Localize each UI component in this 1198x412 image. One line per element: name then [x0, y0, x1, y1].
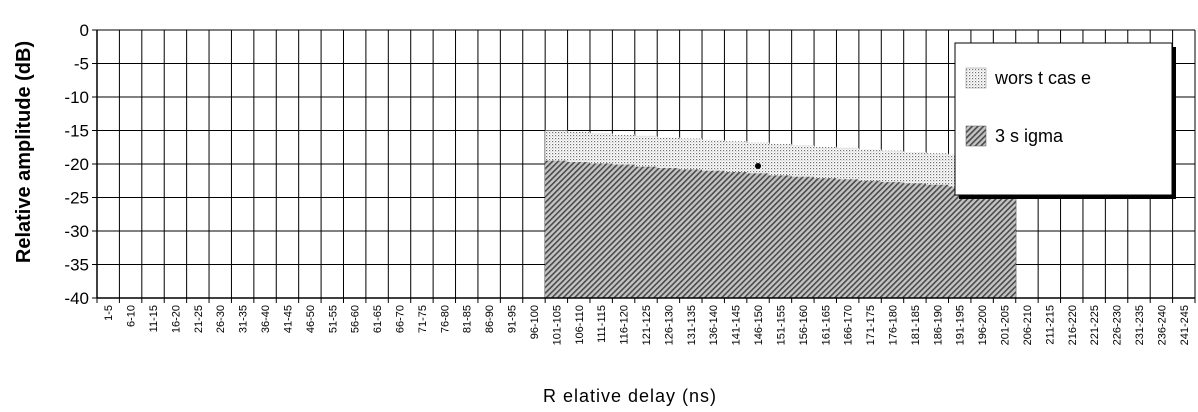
- x-tick-label: 236-240: [1156, 305, 1168, 345]
- x-tick-label: 31-35: [238, 305, 250, 333]
- x-tick-label: 26-30: [215, 305, 227, 333]
- legend-swatch-worst-case: [965, 67, 987, 89]
- x-tick-label: 156-160: [798, 305, 810, 345]
- x-tick-label: 146-150: [753, 305, 765, 345]
- x-tick-label: 51-55: [327, 305, 339, 333]
- x-tick-label: 121-125: [641, 305, 653, 345]
- x-tick-label: 176-180: [887, 305, 899, 345]
- legend: wors t cas e 3 s igma: [954, 42, 1176, 199]
- x-tick-label: 1-5: [103, 305, 115, 321]
- area-3-sigma: [545, 160, 1016, 298]
- legend-box: [954, 42, 1173, 196]
- x-tick-label: 6-10: [126, 305, 138, 327]
- y-tick-labels: 0 -5 -10 -15 -20 -25 -30 -35 -40: [64, 21, 89, 308]
- x-tick-label: 61-65: [372, 305, 384, 333]
- x-tick-label: 211-215: [1044, 305, 1056, 345]
- x-tick-label: 91-95: [507, 305, 519, 333]
- x-tick-label: 201-205: [1000, 305, 1012, 345]
- axes: [92, 29, 1196, 303]
- plot-areas: [545, 130, 1016, 298]
- y-tick-label: -10: [64, 88, 89, 107]
- x-tick-label: 41-45: [282, 305, 294, 333]
- x-tick-label: 206-210: [1022, 305, 1034, 345]
- x-tick-label: 196-200: [977, 305, 989, 345]
- y-tick-label: -30: [64, 222, 89, 241]
- x-tick-label: 106-110: [574, 305, 586, 345]
- x-tick-label: 131-135: [686, 305, 698, 345]
- y-tick-label: -20: [64, 155, 89, 174]
- data-point-marker: [755, 163, 761, 169]
- x-tick-label: 221-225: [1089, 305, 1101, 345]
- x-tick-label: 111-115: [596, 305, 608, 343]
- x-tick-labels: 1-5 6-10 11-15 16-20 21-25 26-30 31-35 36-40 41-…: [103, 305, 1191, 345]
- x-tick-label: 71-75: [417, 305, 429, 333]
- x-tick-label: 171-175: [865, 305, 877, 345]
- x-tick-label: 86-90: [484, 305, 496, 333]
- y-tick-label: -35: [64, 256, 89, 275]
- x-tick-label: 11-15: [148, 305, 160, 332]
- x-tick-label: 56-60: [350, 305, 362, 333]
- x-tick-label: 181-185: [910, 305, 922, 345]
- y-tick-label: 0: [80, 21, 89, 40]
- x-tick-label: 241-245: [1179, 305, 1191, 345]
- x-tick-label: 216-220: [1067, 305, 1079, 345]
- x-tick-label: 96-100: [529, 305, 541, 339]
- x-tick-label: 161-165: [820, 305, 832, 345]
- x-tick-label: 116-120: [619, 305, 631, 345]
- x-tick-label: 76-80: [439, 305, 451, 333]
- x-tick-label: 191-195: [955, 305, 967, 345]
- y-axis-title: Relative amplitude (dB): [13, 41, 35, 263]
- x-tick-label: 36-40: [260, 305, 272, 333]
- y-tick-label: -40: [64, 289, 89, 308]
- x-tick-label: 141-145: [731, 305, 743, 345]
- x-axis-title: R elative delay (ns): [543, 386, 717, 406]
- x-tick-label: 136-140: [708, 305, 720, 345]
- x-tick-label: 16-20: [170, 305, 182, 333]
- legend-label-3-sigma: 3 s igma: [995, 126, 1064, 146]
- x-tick-label: 151-155: [775, 305, 787, 345]
- y-tick-label: -15: [64, 122, 89, 141]
- x-tick-label: 226-230: [1112, 305, 1124, 345]
- x-tick-label: 126-130: [663, 305, 675, 345]
- y-tick-label: -25: [64, 189, 89, 208]
- x-tick-label: 66-70: [395, 305, 407, 333]
- y-tick-label: -5: [74, 55, 89, 74]
- x-tick-label: 81-85: [462, 305, 474, 333]
- x-tick-label: 21-25: [193, 305, 205, 333]
- x-tick-label: 186-190: [932, 305, 944, 345]
- x-tick-label: 166-170: [843, 305, 855, 345]
- x-tick-label: 101-105: [551, 305, 563, 345]
- x-tick-label: 46-50: [305, 305, 317, 333]
- legend-label-worst-case: wors t cas e: [994, 68, 1091, 88]
- x-tick-label: 231-235: [1134, 305, 1146, 345]
- legend-swatch-3-sigma: [965, 125, 987, 147]
